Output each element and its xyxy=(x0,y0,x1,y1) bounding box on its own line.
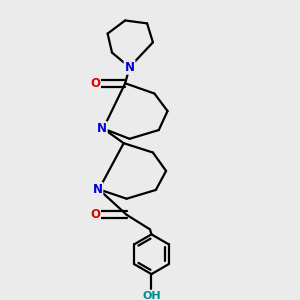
Text: N: N xyxy=(97,122,107,135)
Text: N: N xyxy=(124,61,134,74)
Text: N: N xyxy=(92,183,102,196)
Text: O: O xyxy=(90,77,100,90)
Text: O: O xyxy=(90,208,100,221)
Text: OH: OH xyxy=(142,291,161,300)
